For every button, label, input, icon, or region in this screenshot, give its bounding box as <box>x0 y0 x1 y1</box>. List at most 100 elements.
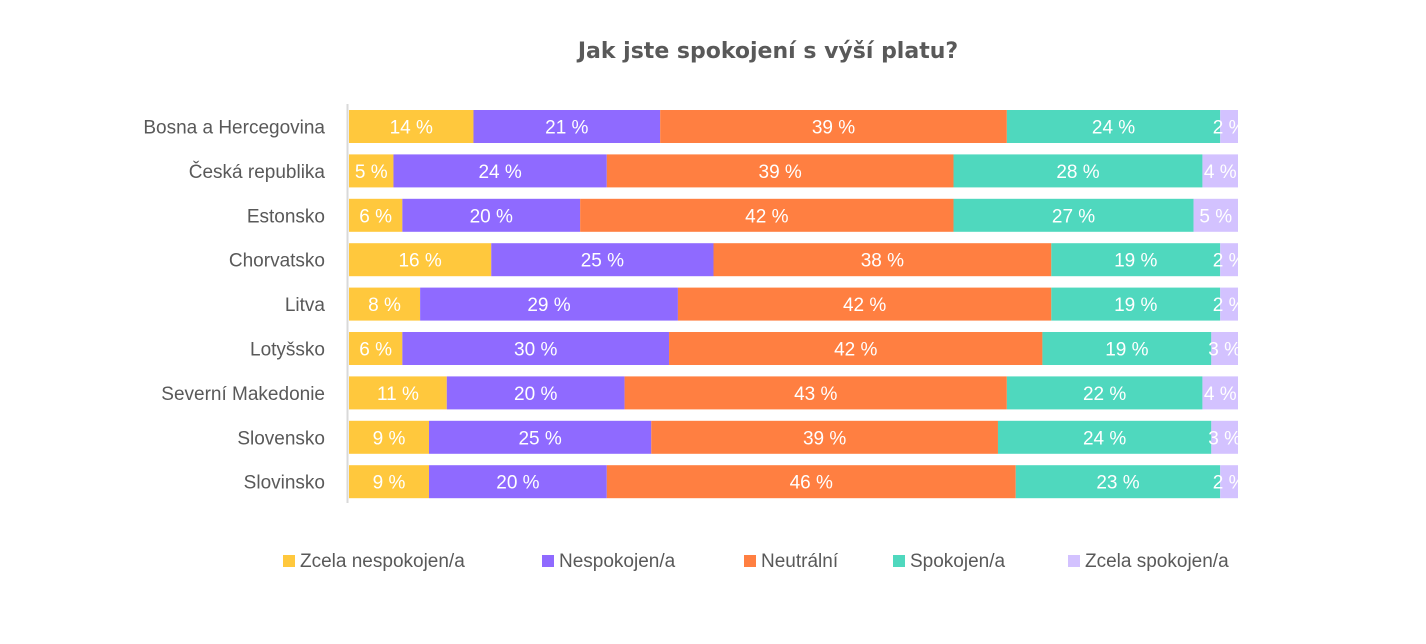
data-label: 16 % <box>398 251 441 272</box>
bar-segment <box>1220 465 1238 499</box>
legend-label: Neutrální <box>761 551 839 572</box>
data-label: 5 % <box>355 162 388 183</box>
data-label: 39 % <box>759 162 802 183</box>
bar-segment <box>402 198 581 232</box>
data-label: 8 % <box>368 295 401 316</box>
bar-segment <box>349 376 447 410</box>
bar-segment <box>1006 376 1203 410</box>
bar-segment <box>349 243 492 277</box>
data-label: 19 % <box>1105 340 1148 361</box>
data-label: 20 % <box>496 473 539 494</box>
legend-swatch <box>1068 555 1080 567</box>
legend-item: Zcela spokojen/a <box>1068 551 1229 572</box>
bar-segment <box>349 332 403 365</box>
category-label: Severní Makedonie <box>161 384 325 405</box>
bar-segment <box>660 110 1007 143</box>
data-label: 39 % <box>803 428 846 449</box>
bar-segment <box>1202 376 1238 410</box>
data-label: 20 % <box>514 384 557 405</box>
legend-label: Zcela spokojen/a <box>1085 551 1229 572</box>
data-label: 42 % <box>745 206 788 227</box>
data-label: 14 % <box>390 118 433 139</box>
data-label: 2 % <box>1213 118 1246 139</box>
data-label: 28 % <box>1056 162 1099 183</box>
category-label: Litva <box>285 295 326 316</box>
bar-segment <box>1042 332 1212 365</box>
data-label: 46 % <box>790 473 833 494</box>
bar-segment <box>1211 420 1238 454</box>
category-label: Lotyšsko <box>250 340 325 361</box>
bar-segment <box>1202 154 1238 188</box>
bar-segment <box>606 154 954 188</box>
bar-segment <box>1051 287 1221 321</box>
bar-segment <box>677 287 1052 321</box>
bar-segment <box>624 376 1007 410</box>
data-label: 5 % <box>1199 206 1232 227</box>
data-label: 42 % <box>834 340 877 361</box>
data-label: 6 % <box>359 206 392 227</box>
bar-segment <box>1015 465 1221 499</box>
bar-segment <box>1193 198 1238 232</box>
legend-label: Spokojen/a <box>910 551 1006 572</box>
data-label: 30 % <box>514 340 557 361</box>
data-label: 19 % <box>1114 295 1157 316</box>
category-label: Bosna a Hercegovina <box>143 118 325 139</box>
data-label: 24 % <box>478 162 521 183</box>
data-label: 3 % <box>1208 428 1241 449</box>
bar-segment <box>446 376 625 410</box>
bar-segment <box>713 243 1052 277</box>
data-label: 38 % <box>861 251 904 272</box>
legend-swatch <box>283 555 295 567</box>
data-label: 42 % <box>843 295 886 316</box>
legend-label: Nespokojen/a <box>559 551 676 572</box>
data-label: 24 % <box>1092 118 1135 139</box>
bar-segment <box>580 198 954 232</box>
bar-segment <box>669 332 1043 365</box>
category-label: Česká republika <box>189 161 326 183</box>
data-label: 20 % <box>470 206 513 227</box>
data-label: 43 % <box>794 384 837 405</box>
data-label: 24 % <box>1083 428 1126 449</box>
bar-segment <box>429 465 607 499</box>
legend-item: Nespokojen/a <box>542 551 676 572</box>
segment-labels: 14 % 21 % 39 % 24 % 2 % 5 % 24 % 39 % 28 % 4 % 6 %… <box>355 118 1246 494</box>
legend-item: Neutrální <box>744 551 839 572</box>
bar-segment <box>393 154 607 188</box>
data-label: 11 % <box>377 384 419 405</box>
data-label: 22 % <box>1083 384 1126 405</box>
data-label: 9 % <box>373 473 406 494</box>
bar-segment <box>953 198 1194 232</box>
bar-segment <box>349 420 430 454</box>
data-label: 23 % <box>1096 473 1139 494</box>
legend-swatch <box>744 555 756 567</box>
data-label: 39 % <box>812 118 855 139</box>
legend-item: Zcela nespokojen/a <box>283 551 465 572</box>
bar-segment <box>349 198 403 232</box>
bar-segment <box>1006 110 1221 143</box>
data-label: 4 % <box>1204 162 1237 183</box>
data-label: 2 % <box>1213 295 1246 316</box>
legend: Zcela nespokojen/a Nespokojen/a Neutrální S… <box>283 551 1229 572</box>
bar-segment <box>349 465 430 499</box>
bar-segment <box>420 287 678 321</box>
bar-segment <box>1220 243 1238 277</box>
bar-segment <box>953 154 1203 188</box>
data-label: 6 % <box>359 340 392 361</box>
legend-swatch <box>893 555 905 567</box>
data-label: 25 % <box>518 428 561 449</box>
bar-segment <box>349 154 394 188</box>
bars <box>349 110 1238 499</box>
bar-segment <box>473 110 661 143</box>
data-label: 3 % <box>1208 340 1241 361</box>
bar-segment <box>1220 287 1238 321</box>
legend-swatch <box>542 555 554 567</box>
category-label: Estonsko <box>247 206 325 227</box>
bar-segment <box>402 332 670 365</box>
category-labels: Bosna a Hercegovina Česká republika Estons… <box>143 118 325 494</box>
bar-segment <box>1211 332 1238 365</box>
data-label: 21 % <box>545 118 588 139</box>
category-label: Slovensko <box>237 428 325 449</box>
bar-segment <box>491 243 714 277</box>
category-label: Slovinsko <box>244 473 325 494</box>
